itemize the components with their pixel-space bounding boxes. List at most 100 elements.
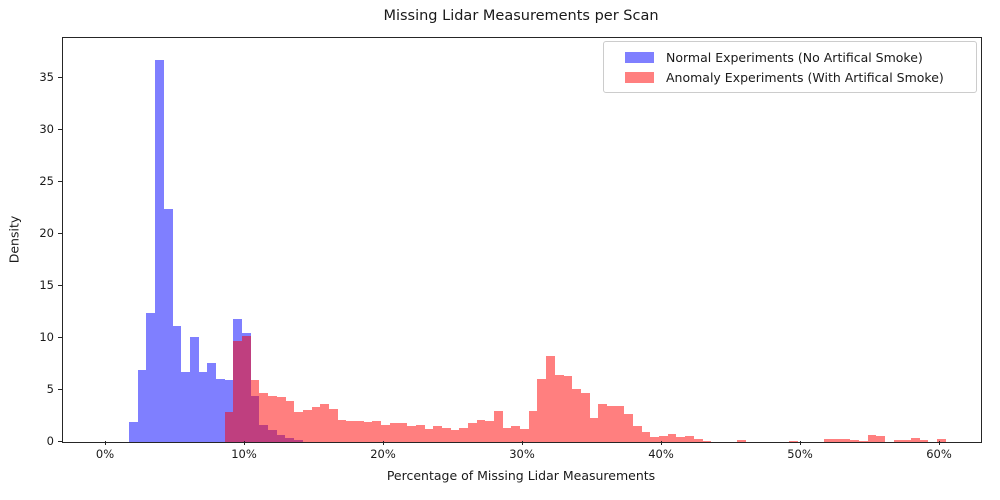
histogram-bar [198,372,208,442]
histogram-bar [363,422,373,442]
histogram-bar [650,437,660,442]
y-tick-label: 0 [46,434,54,448]
histogram-bar [702,440,712,442]
histogram-bar [876,436,885,442]
y-tick-mark [58,337,62,338]
histogram-bar [685,435,694,442]
x-tick-mark [244,441,245,445]
histogram-bar [606,405,616,442]
histogram-bar [294,411,303,442]
x-tick-mark [383,441,384,445]
histogram-bar [485,420,495,442]
histogram-bar [398,422,408,442]
histogram-bar [824,439,833,442]
y-tick-mark [58,233,62,234]
histogram-bar [919,440,929,442]
histogram-bar [441,427,451,442]
histogram-bar [346,421,356,442]
x-tick-label: 0% [95,447,115,461]
histogram-bar [450,430,460,442]
histogram-bar [276,397,286,442]
histogram-bar [189,336,199,442]
histogram-bar [572,388,581,442]
histogram-bar [537,379,547,442]
histogram-bar [667,434,677,442]
histogram-bar [841,438,851,442]
x-axis-label: Percentage of Missing Lidar Measurements [386,468,656,483]
histogram-bar [172,325,182,442]
histogram-bar [693,439,703,442]
legend-label: Normal Experiments (No Artifical Smoke) [666,49,923,65]
histogram-bar [285,401,295,442]
histogram-bar [181,372,190,442]
histogram-bar [163,209,173,442]
histogram-bar [528,411,538,442]
histogram-bar [459,427,468,442]
histogram-bar [598,403,607,442]
y-tick-mark [58,77,62,78]
histogram-bar [633,426,642,442]
x-tick-label: 50% [787,447,813,461]
histogram-bar [129,422,138,442]
plot-area [62,37,982,443]
y-tick-mark [58,441,62,442]
histogram-bar [893,439,903,442]
histogram-bar [467,422,477,442]
histogram-bar [511,426,521,442]
y-tick-label: 25 [39,174,54,188]
histogram-bar [259,393,269,442]
histogram-bar [676,437,686,442]
legend-item: Anomaly Experiments (With Artifical Smok… [604,70,976,85]
histogram-bar [302,409,312,442]
histogram-bar [355,421,364,442]
y-tick-mark [58,285,62,286]
x-tick-label: 60% [926,447,952,461]
histogram-bar [911,438,920,442]
histogram-bar [424,429,434,442]
histogram-bar [268,396,277,442]
legend-swatch [625,51,654,63]
y-tick-mark [58,129,62,130]
x-tick-mark [939,441,940,445]
histogram-bar [580,393,590,442]
histogram-bar [589,417,599,442]
histogram-bar [554,374,564,442]
histogram-bar [320,403,329,442]
histogram-bar [242,335,251,442]
histogram-bar [137,370,147,442]
histogram-bar [867,434,877,442]
histogram-bar [224,411,234,442]
histogram-bar [372,421,382,442]
y-tick-label: 30 [39,122,54,136]
histogram-bar [563,375,573,442]
histogram-bar [250,379,260,442]
histogram-bar [337,420,347,442]
histogram-bar [155,60,164,442]
x-tick-mark [105,441,106,445]
histogram-bar [415,424,425,442]
histogram-bar [311,406,321,442]
histogram-bar [381,424,390,442]
histogram-bar [641,431,651,442]
legend-swatch [625,71,654,83]
x-tick-mark [800,441,801,445]
histogram-bar [502,427,512,442]
chart-title: Missing Lidar Measurements per Scan [383,8,659,24]
histogram-bar [624,413,634,442]
histogram-bar [546,355,555,442]
x-tick-label: 30% [509,447,535,461]
legend-label: Anomaly Experiments (With Artifical Smok… [666,69,944,85]
histogram-bar [476,420,486,442]
histogram-bar [858,440,868,442]
histogram-bar [215,378,225,442]
x-tick-mark [661,441,662,445]
histogram-bar [494,410,503,442]
histogram-bar [389,422,399,442]
histogram-bar [850,440,859,442]
histogram-bar [737,439,746,442]
legend: Normal Experiments (No Artifical Smoke) A… [603,41,977,93]
histogram-bar [832,438,842,442]
legend-item: Normal Experiments (No Artifical Smoke) [604,50,976,65]
histogram-bar [789,440,799,442]
y-tick-label: 15 [39,278,54,292]
